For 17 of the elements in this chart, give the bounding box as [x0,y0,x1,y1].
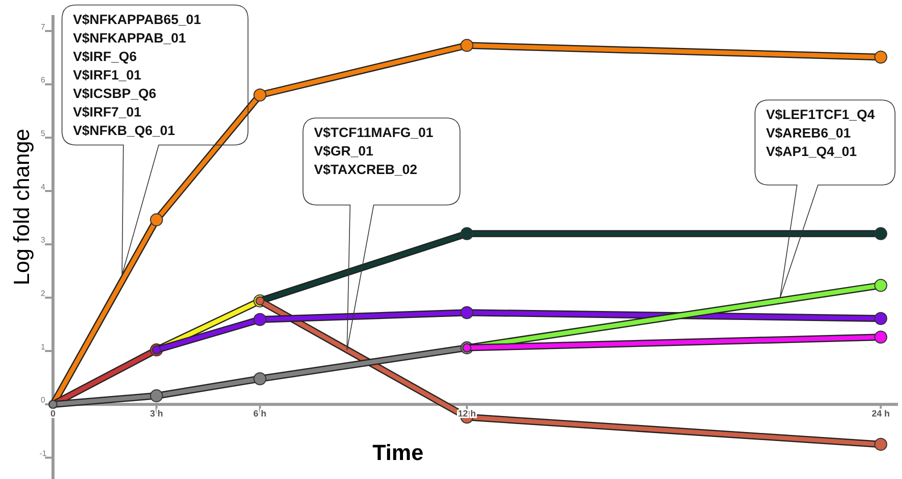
annotation: V$NFKAPPAB65_01 V$NFKAPPAB_01 V$IRF_Q6 V$IRF1_01 V$ICSBP_Q6 V$IRF7_01 V$NFKB_Q6_01 [73,12,202,138]
y-axis-title: Log fold change [9,128,34,286]
annotation: V$LEF1TCF1_Q4 V$AREB6_01 V$AP1_Q4_01 [766,107,876,159]
y-tick-label: 3 [40,236,46,245]
y-tick-label: 4 [40,182,46,192]
y-tick-label: 1 [40,342,46,352]
x-tick-label: 3 h [150,408,163,418]
x-tick-label: 24 h [872,408,890,418]
x-tick-label: 6 h [253,408,266,418]
annotation: V$TCF11MAFG_01 V$GR_01 V$TAXCREB_02 [314,125,434,177]
y-tick-label: 5 [40,129,46,138]
y-tick-label: 0 [40,396,46,405]
y-tick-label: 2 [40,289,46,298]
y-tick-label: 6 [40,76,46,85]
y-tick-label: 7 [40,22,46,32]
y-tick-label: -1 [39,449,48,458]
x-axis-title: Time [372,440,424,465]
